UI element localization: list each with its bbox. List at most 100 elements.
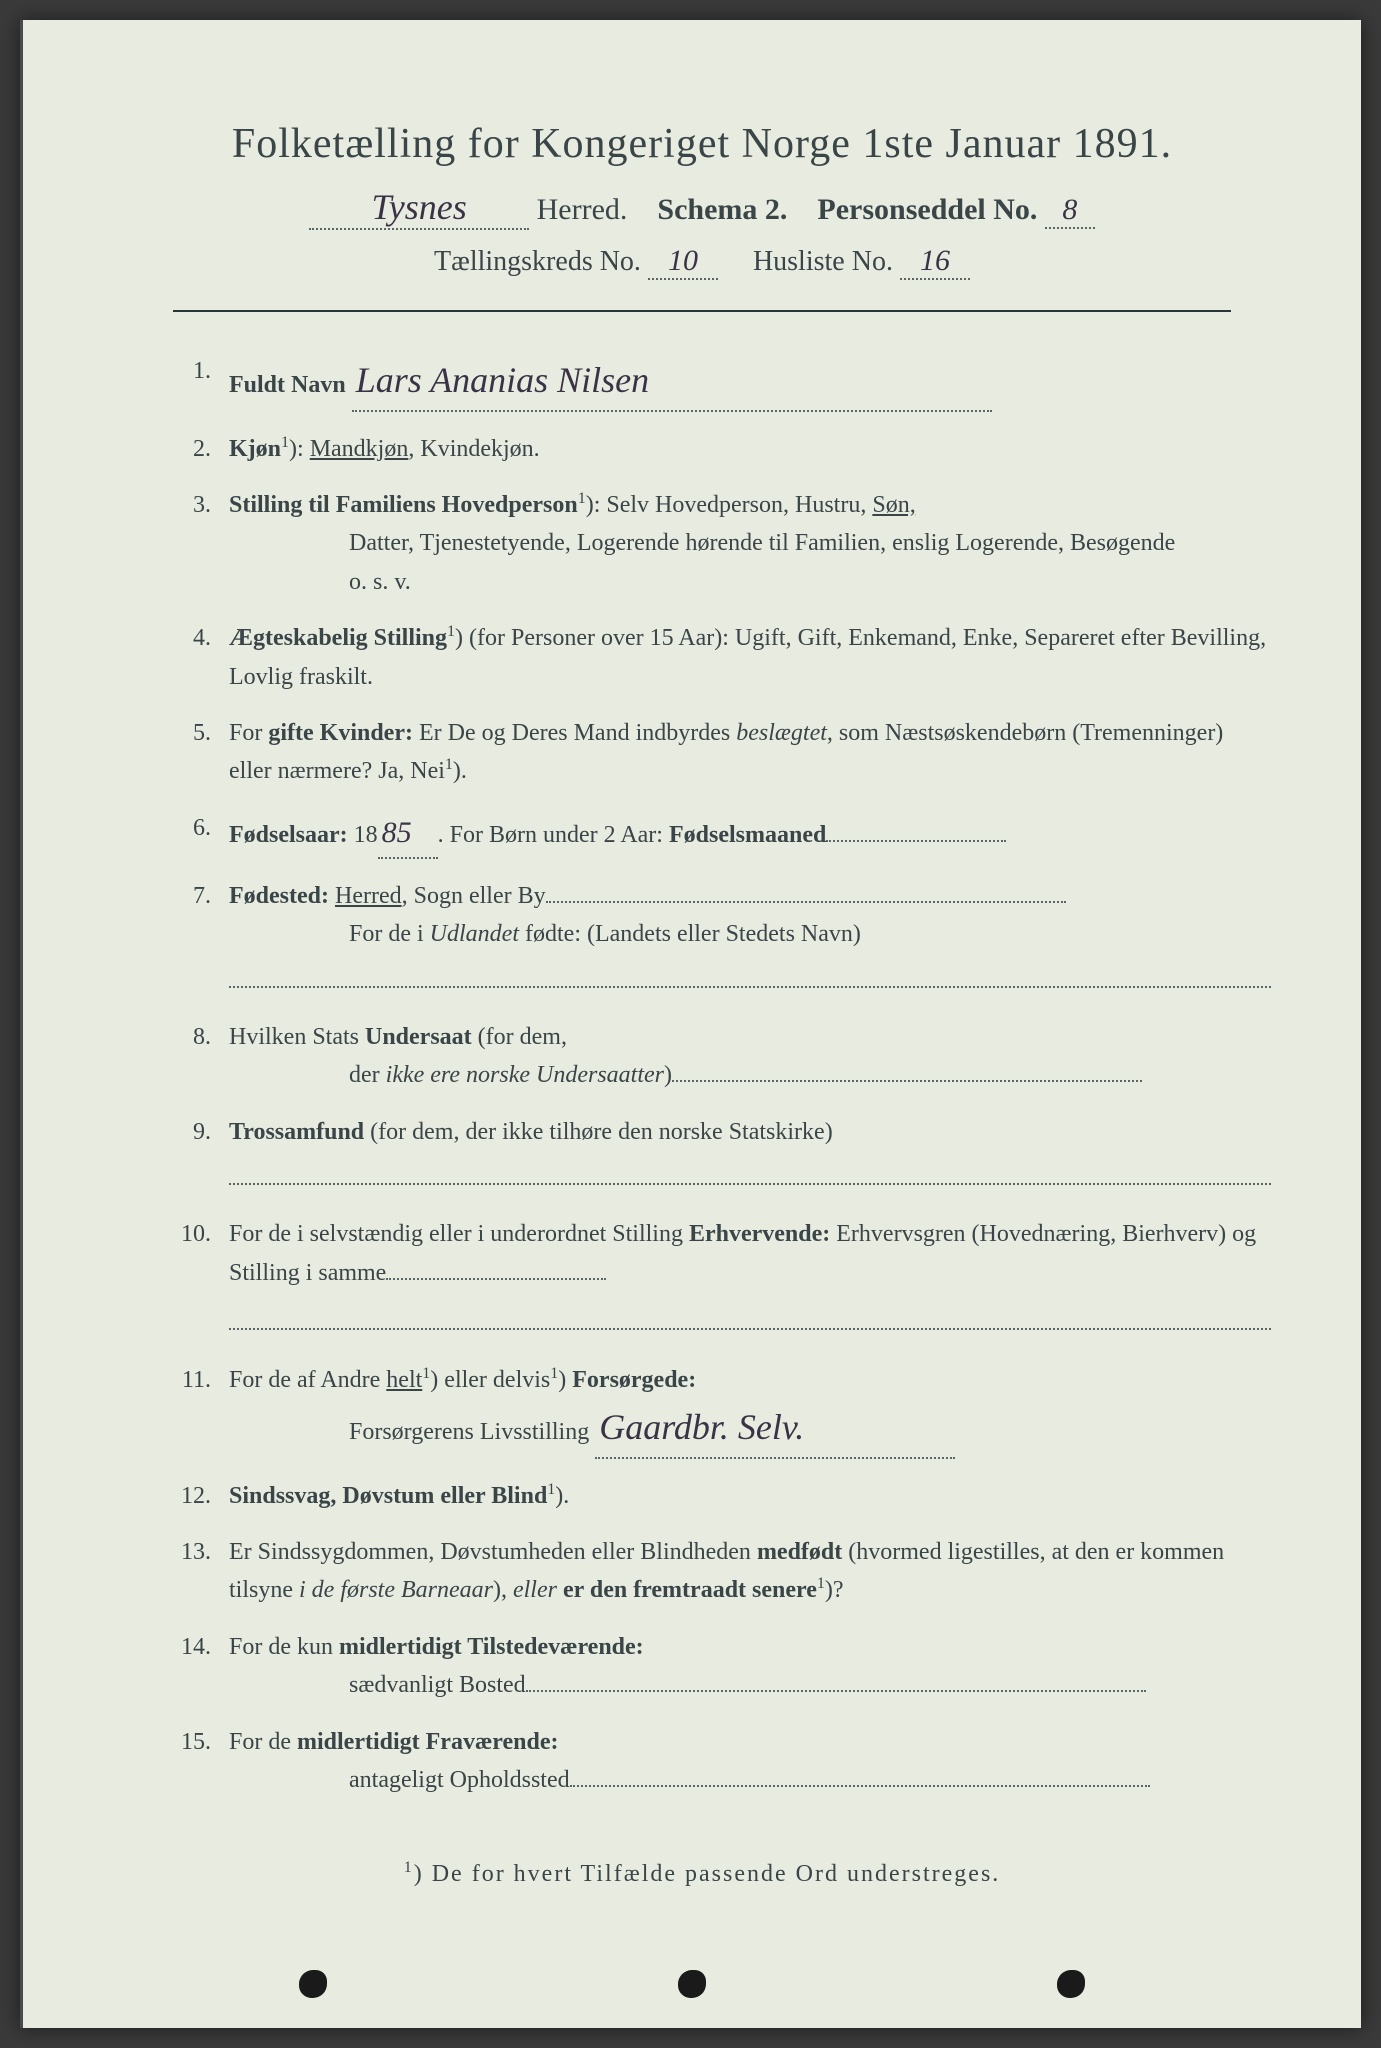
text: For de af Andre [229, 1367, 386, 1393]
row-content: Fødselsaar: 1885. For Børn under 2 Aar: … [229, 809, 1271, 859]
text: For [229, 720, 268, 746]
schema-label: Schema 2. [657, 193, 787, 226]
row-num: 7. [173, 877, 229, 1000]
text: 18 [348, 822, 378, 848]
husliste-value: 16 [900, 244, 970, 280]
sup: 1 [447, 623, 455, 640]
row-10: 10. For de i selvstændig eller i underor… [173, 1215, 1271, 1342]
label-fravaerende: midlertidigt Fraværende: [297, 1729, 559, 1755]
row-num: 6. [173, 809, 229, 859]
text: Er Sindssygdommen, Døvstumheden eller Bl… [229, 1539, 757, 1565]
row-num: 8. [173, 1018, 229, 1095]
label-erhvervende: Erhvervende: [689, 1221, 830, 1247]
text-italic: eller [513, 1577, 557, 1603]
row-num: 12. [173, 1477, 229, 1515]
sup: 1 [404, 1859, 414, 1876]
row-content: Sindssvag, Døvstum eller Blind1). [229, 1477, 1271, 1515]
blank-field [229, 1161, 1271, 1185]
row-3: 3. Stilling til Familiens Hovedperson1):… [173, 486, 1271, 601]
text: ) eller delvis [430, 1367, 550, 1393]
label-stilling: Stilling til Familiens Hovedperson [229, 492, 578, 518]
row-num: 10. [173, 1215, 229, 1342]
kjon-mandkjon: Mandkjøn [310, 436, 409, 462]
label-kjon: Kjøn [229, 436, 281, 462]
form-body: 1. Fuldt Navn Lars Ananias Nilsen 2. Kjø… [133, 352, 1271, 1799]
punch-holes [23, 1970, 1361, 1998]
blank-field [546, 879, 1066, 903]
punch-hole-icon [678, 1970, 706, 1998]
row-num: 15. [173, 1723, 229, 1800]
row-num: 11. [173, 1361, 229, 1459]
label-fodested: Fødested: [229, 883, 329, 909]
text: ) [664, 1062, 672, 1088]
row-num: 1. [173, 352, 229, 412]
label-fodselsaar: Fødselsaar: [229, 822, 348, 848]
row-11: 11. For de af Andre helt1) eller delvis1… [173, 1361, 1271, 1459]
row-content: For de i selvstændig eller i underordnet… [229, 1215, 1271, 1342]
text: For de [229, 1729, 297, 1755]
row-8: 8. Hvilken Stats Undersaat (for dem, der… [173, 1018, 1271, 1095]
row-14: 14. For de kun midlertidigt Tilstedevære… [173, 1628, 1271, 1705]
text: sædvanligt Bosted [229, 1672, 526, 1698]
row-4: 4. Ægteskabelig Stilling1) (for Personer… [173, 619, 1271, 696]
row-15: 15. For de midlertidigt Fraværende: anta… [173, 1723, 1271, 1800]
row-12: 12. Sindssvag, Døvstum eller Blind1). [173, 1477, 1271, 1515]
blank-field [570, 1763, 1150, 1787]
footnote-text: ) De for hvert Tilfælde passende Ord und… [414, 1861, 1001, 1887]
row-content: For gifte Kvinder: Er De og Deres Mand i… [229, 714, 1271, 791]
row-content: Kjøn1): Mandkjøn, Kvindekjøn. [229, 430, 1271, 468]
row-6: 6. Fødselsaar: 1885. For Børn under 2 Aa… [173, 809, 1271, 859]
forsorger-value: Gaardbr. Selv. [595, 1399, 955, 1459]
row-num: 3. [173, 486, 229, 601]
herred-label: Herred. [537, 193, 628, 226]
blank-field [229, 964, 1271, 988]
text: , Sogn eller By [402, 883, 546, 909]
text: )? [825, 1577, 844, 1603]
blank-field [526, 1668, 1146, 1692]
blank-field [229, 1306, 1271, 1330]
row-content: For de midlertidigt Fraværende: antageli… [229, 1723, 1271, 1800]
text: ): Selv Hovedperson, Hustru, [586, 492, 873, 518]
text: (for dem, der ikke tilhøre den norske St… [364, 1119, 833, 1145]
text-italic: Udlandet [430, 921, 519, 947]
kreds-value: 10 [648, 244, 718, 280]
row-num: 4. [173, 619, 229, 696]
text-bold: er den fremtraadt senere [557, 1577, 817, 1603]
census-form-page: Folketælling for Kongeriget Norge 1ste J… [20, 20, 1361, 2028]
row-2: 2. Kjøn1): Mandkjøn, Kvindekjøn. [173, 430, 1271, 468]
sup: 1 [281, 434, 289, 451]
text: ). [555, 1483, 569, 1509]
text-helt: helt [386, 1367, 422, 1393]
text-indent: For de i Udlandet fødte: (Landets eller … [229, 915, 1271, 953]
personseddel-value: 8 [1045, 193, 1095, 229]
row-content: Fuldt Navn Lars Ananias Nilsen [229, 352, 1271, 412]
text: Forsørgerens Livsstilling [229, 1419, 589, 1445]
blank-field [826, 818, 1006, 842]
punch-hole-icon [1057, 1970, 1085, 1998]
label-aegteskab: Ægteskabelig Stilling [229, 625, 447, 651]
text-bold: medfødt [757, 1539, 842, 1565]
text-italic: ikke ere norske Undersaatter [386, 1062, 664, 1088]
row-1: 1. Fuldt Navn Lars Ananias Nilsen [173, 352, 1271, 412]
text: o. s. v. [229, 563, 1271, 601]
text: ): [289, 436, 310, 462]
text-indent: der ikke ere norske Undersaatter) [229, 1062, 672, 1088]
text: For de i selvstændig eller i underordnet… [229, 1221, 689, 1247]
text: Hvilken Stats [229, 1024, 365, 1050]
text: For de i [349, 921, 430, 947]
row-content: For de af Andre helt1) eller delvis1) Fo… [229, 1361, 1271, 1459]
punch-hole-icon [299, 1970, 327, 1998]
text: Datter, Tjenestetyende, Logerende hørend… [229, 524, 1271, 562]
row-num: 9. [173, 1113, 229, 1198]
fuldt-navn-value: Lars Ananias Nilsen [352, 352, 992, 412]
label-gifte-kvinder: gifte Kvinder: [268, 720, 413, 746]
text: ) [558, 1367, 572, 1393]
text: For de kun [229, 1634, 339, 1660]
row-num: 5. [173, 714, 229, 791]
fodested-herred: Herred [335, 883, 402, 909]
text-italic: beslægtet [736, 720, 827, 746]
row-content: Ægteskabelig Stilling1) (for Personer ov… [229, 619, 1271, 696]
form-header: Folketælling for Kongeriget Norge 1ste J… [133, 120, 1271, 280]
row-9: 9. Trossamfund (for dem, der ikke tilhør… [173, 1113, 1271, 1198]
sup: 1 [578, 490, 586, 507]
